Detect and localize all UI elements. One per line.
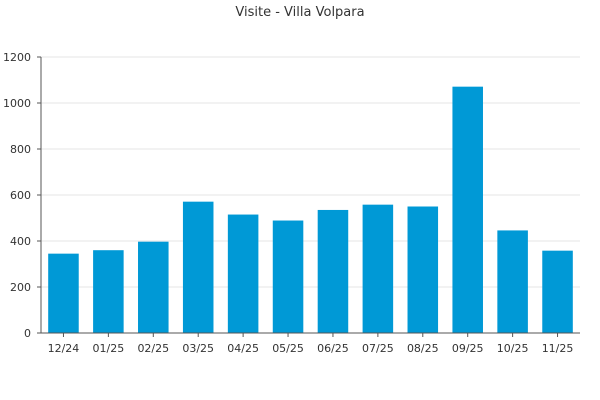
bar-05-25 bbox=[272, 220, 304, 333]
x-tick-label: 12/24 bbox=[48, 342, 80, 355]
bar-01-25 bbox=[93, 250, 124, 333]
bar-12-24 bbox=[48, 253, 79, 333]
x-tick-label: 02/25 bbox=[137, 342, 169, 355]
x-tick-label: 11/25 bbox=[542, 342, 574, 355]
y-axis-ticks: 0 200 400 600 800 1000 1200 bbox=[3, 51, 41, 340]
bar-10-25 bbox=[497, 230, 528, 333]
chart-title: Visite - Villa Volpara bbox=[235, 5, 364, 20]
x-tick-label: 09/25 bbox=[452, 342, 484, 355]
x-tick-label: 01/25 bbox=[93, 342, 125, 355]
bar-09-25 bbox=[452, 86, 483, 333]
bar-08-25 bbox=[407, 206, 439, 333]
x-tick-label: 05/25 bbox=[272, 342, 304, 355]
bar-11-25 bbox=[542, 250, 573, 333]
bars bbox=[48, 86, 573, 333]
y-tick-label: 800 bbox=[10, 143, 31, 156]
x-tick-label: 06/25 bbox=[317, 342, 349, 355]
x-tick-label: 04/25 bbox=[227, 342, 259, 355]
bar-04-25 bbox=[227, 214, 259, 333]
x-tick-label: 10/25 bbox=[497, 342, 529, 355]
x-tick-label: 07/25 bbox=[362, 342, 394, 355]
y-tick-label: 0 bbox=[24, 327, 31, 340]
y-tick-label: 600 bbox=[10, 189, 31, 202]
bar-06-25 bbox=[317, 209, 349, 333]
y-tick-label: 200 bbox=[10, 281, 31, 294]
y-tick-label: 1200 bbox=[3, 51, 31, 64]
bar-07-25 bbox=[362, 204, 394, 333]
y-tick-label: 1000 bbox=[3, 97, 31, 110]
bar-02-25 bbox=[138, 241, 169, 333]
x-tick-label: 03/25 bbox=[182, 342, 214, 355]
x-axis-ticks: 12/24 01/25 02/25 03/25 04/25 05/25 06/25 07/25… bbox=[48, 333, 574, 355]
gridlines bbox=[41, 56, 580, 288]
y-tick-label: 400 bbox=[10, 235, 31, 248]
x-tick-label: 08/25 bbox=[407, 342, 439, 355]
bar-03-25 bbox=[182, 201, 214, 333]
